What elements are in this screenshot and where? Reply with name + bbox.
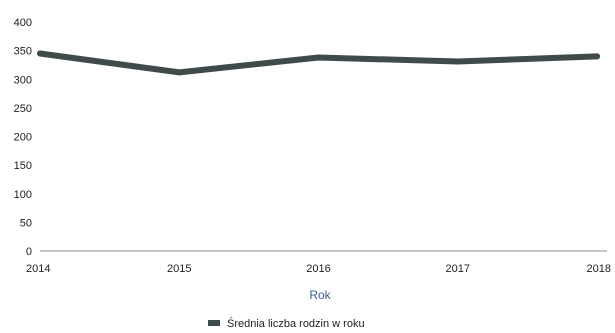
series-group (37, 50, 600, 76)
y-tick-label: 350 (14, 46, 32, 58)
y-tick-label: 0 (26, 246, 32, 258)
data-point (37, 50, 43, 57)
y-tick-label: 300 (14, 74, 32, 86)
data-point (315, 54, 322, 61)
y-tick-label: 200 (14, 132, 32, 144)
data-point (176, 69, 183, 76)
x-tick-label: 2015 (167, 263, 191, 275)
x-tick-label: 2014 (26, 263, 50, 275)
data-point (594, 53, 600, 60)
y-tick-label: 400 (14, 17, 32, 29)
data-point (454, 58, 461, 65)
y-tick-label: 100 (14, 189, 32, 201)
y-axis-ticks: 0 50 100 150 200 250 300 350 400 (14, 17, 32, 258)
x-axis-title: Rok (309, 288, 331, 302)
legend-label: Średnia liczba rodzin w roku (227, 317, 365, 330)
y-tick-label: 50 (20, 217, 32, 229)
y-tick-label: 150 (14, 160, 32, 172)
x-axis-ticks: 2014 2015 2016 2017 2018 (26, 263, 611, 275)
x-tick-label: 2018 (587, 263, 611, 275)
y-tick-label: 250 (14, 103, 32, 115)
x-tick-label: 2017 (446, 263, 470, 275)
x-tick-label: 2016 (306, 263, 330, 275)
legend: Średnia liczba rodzin w roku (208, 317, 365, 330)
legend-swatch (208, 320, 220, 326)
